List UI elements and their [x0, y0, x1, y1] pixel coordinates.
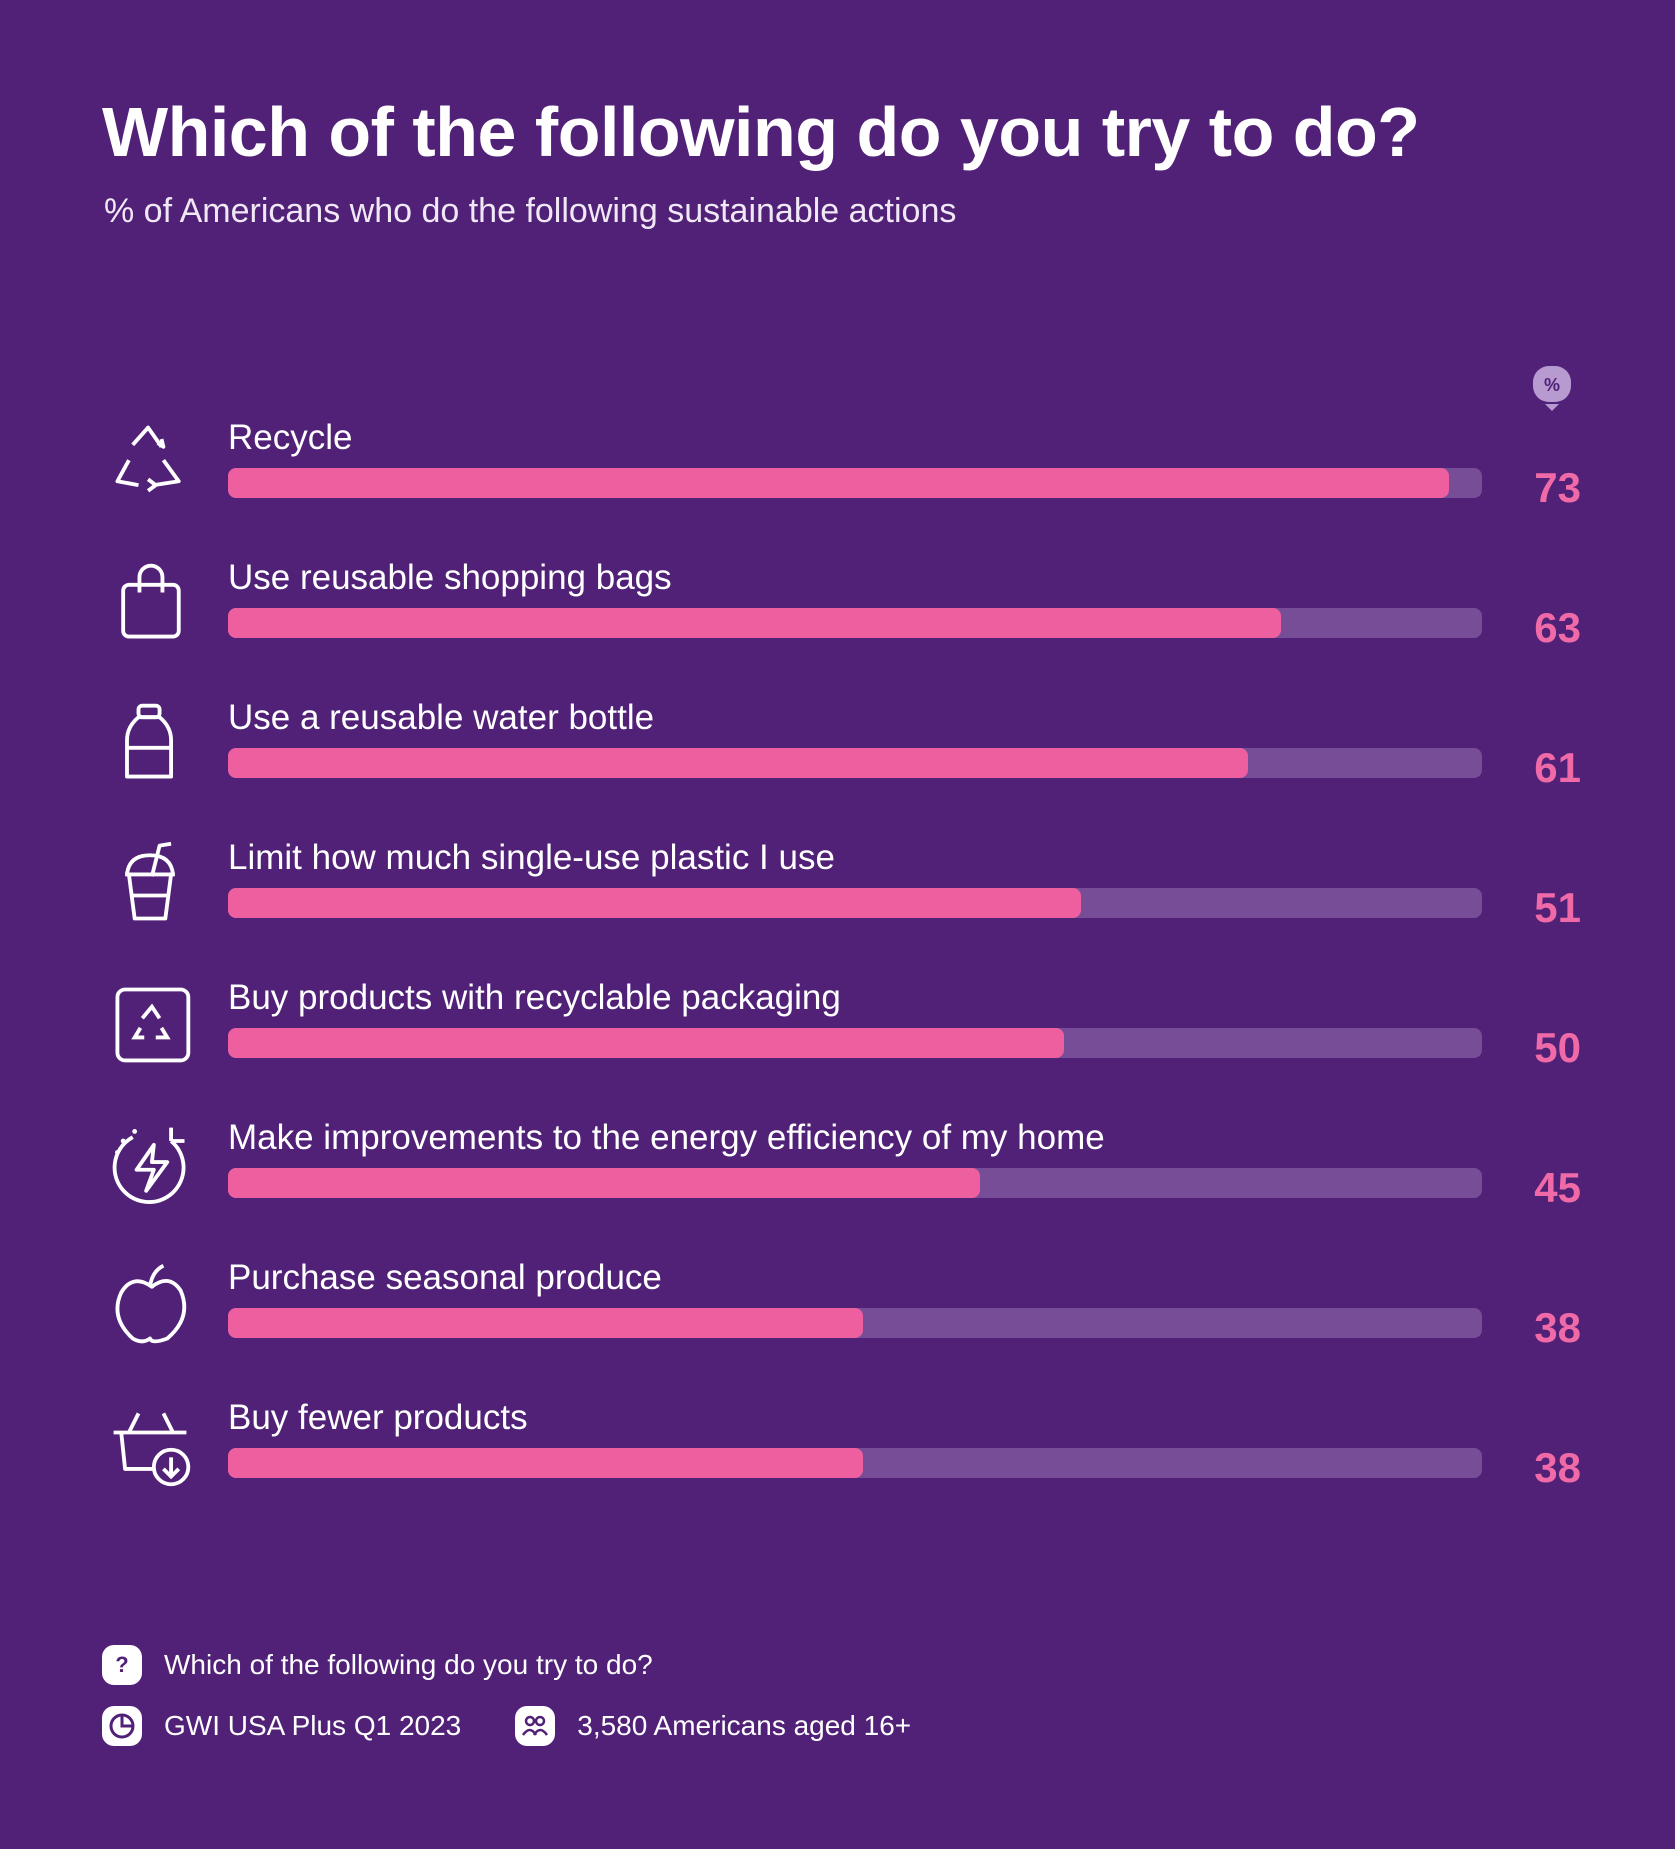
basket-download-icon: [113, 1412, 191, 1487]
bar-track: [228, 608, 1482, 638]
footer-sample-text: 3,580 Americans aged 16+: [577, 1710, 912, 1741]
question-icon: ?: [102, 1645, 142, 1685]
footer-source-text: GWI USA Plus Q1 2023: [164, 1710, 462, 1741]
bar: [228, 1448, 864, 1478]
people-icon: [515, 1706, 556, 1746]
bar-track: [228, 1168, 1482, 1198]
bar-row: Buy products with recyclable packaging 5…: [0, 978, 1675, 1118]
chart-subtitle: % of Americans who do the following sust…: [104, 192, 957, 230]
bar: [228, 888, 1081, 918]
bar-value: 73: [1534, 464, 1581, 511]
bar-value: 45: [1534, 1164, 1581, 1211]
bar-value: 51: [1534, 884, 1581, 931]
bar-row: Make improvements to the energy efficien…: [0, 1118, 1675, 1258]
percent-badge-icon: %: [1533, 366, 1571, 411]
shopping-bag-icon: [121, 563, 181, 639]
recyclable-packaging-icon: [115, 987, 191, 1063]
bar: [228, 1028, 1064, 1058]
bar-label: Use reusable shopping bags: [228, 558, 672, 597]
recycle-icon: [115, 425, 181, 493]
bar: [228, 1168, 981, 1198]
bar-row: Use a reusable water bottle 61: [0, 698, 1675, 838]
bar-row: Use reusable shopping bags 63: [0, 558, 1675, 698]
bar-value: 63: [1534, 604, 1581, 651]
bar-track: [228, 468, 1482, 498]
bar-label: Buy fewer products: [228, 1398, 528, 1437]
apple-icon: [115, 1263, 187, 1344]
bar-row: Buy fewer products 38: [0, 1398, 1675, 1538]
bar-track: [228, 1308, 1482, 1338]
bar-row: Limit how much single-use plastic I use …: [0, 838, 1675, 978]
bar-row: Purchase seasonal produce 38: [0, 1258, 1675, 1398]
bar-value: 38: [1534, 1304, 1581, 1351]
bar-value: 61: [1534, 744, 1581, 791]
bar-label: Use a reusable water bottle: [228, 698, 655, 737]
bar-label: Buy products with recyclable packaging: [228, 978, 841, 1017]
bar-track: [228, 1028, 1482, 1058]
bar-value: 50: [1534, 1024, 1581, 1071]
water-bottle-icon: [125, 703, 173, 779]
bar: [228, 608, 1282, 638]
footer-question-text: Which of the following do you try to do?: [164, 1649, 653, 1680]
bar: [228, 1308, 864, 1338]
bar-label: Make improvements to the energy efficien…: [228, 1118, 1105, 1157]
bar-value: 38: [1534, 1444, 1581, 1491]
footer-question: ? Which of the following do you try to d…: [102, 1645, 653, 1685]
bar-label: Purchase seasonal produce: [228, 1258, 662, 1297]
percent-badge-label: %: [1544, 375, 1560, 395]
plastic-cup-icon: [125, 841, 175, 921]
pie-chart-icon: [102, 1706, 142, 1746]
bar-row: Recycle 73: [0, 418, 1675, 558]
bar-track: [228, 1448, 1482, 1478]
chart-title: Which of the following do you try to do?: [102, 93, 1420, 171]
energy-efficiency-icon: [112, 1127, 186, 1204]
bar: [228, 748, 1248, 778]
footer-source: GWI USA Plus Q1 2023 3,580 Americans age…: [102, 1706, 911, 1746]
bar-label: Limit how much single-use plastic I use: [228, 838, 835, 877]
bar-track: [228, 888, 1482, 918]
bar-track: [228, 748, 1482, 778]
bar-label: Recycle: [228, 418, 353, 457]
bar: [228, 468, 1449, 498]
